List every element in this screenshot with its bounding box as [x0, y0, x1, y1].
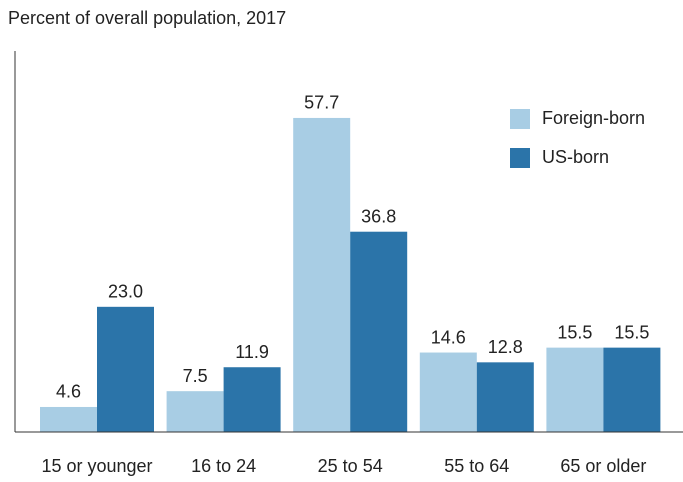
chart-title: Percent of overall population, 2017 — [8, 8, 286, 28]
data-label: 57.7 — [304, 93, 339, 113]
bar — [166, 391, 224, 432]
bar — [350, 231, 408, 432]
bar — [476, 362, 534, 432]
bar — [546, 347, 604, 432]
x-tick-label: 25 to 54 — [318, 456, 383, 476]
x-tick-label: 15 or younger — [41, 456, 152, 476]
data-label: 12.8 — [488, 337, 523, 357]
data-label: 11.9 — [235, 342, 269, 362]
legend-label: US-born — [542, 147, 609, 167]
data-label: 14.6 — [431, 327, 466, 347]
bar — [603, 347, 661, 432]
bar — [40, 406, 97, 432]
data-label: 7.5 — [183, 366, 208, 386]
bar — [97, 306, 154, 432]
legend-swatch — [510, 109, 530, 129]
data-label: 15.5 — [557, 322, 592, 342]
bar — [223, 367, 281, 432]
data-label: 23.0 — [108, 282, 143, 302]
data-label: 4.6 — [56, 382, 81, 402]
x-tick-label: 55 to 64 — [444, 456, 509, 476]
bar — [419, 352, 477, 432]
x-tick-label: 16 to 24 — [191, 456, 256, 476]
legend-label: Foreign-born — [542, 108, 645, 128]
legend-swatch — [510, 148, 530, 168]
x-tick-label: 65 or older — [560, 456, 646, 476]
data-label: 36.8 — [361, 206, 396, 226]
data-label: 15.5 — [614, 322, 649, 342]
bar — [293, 117, 351, 432]
